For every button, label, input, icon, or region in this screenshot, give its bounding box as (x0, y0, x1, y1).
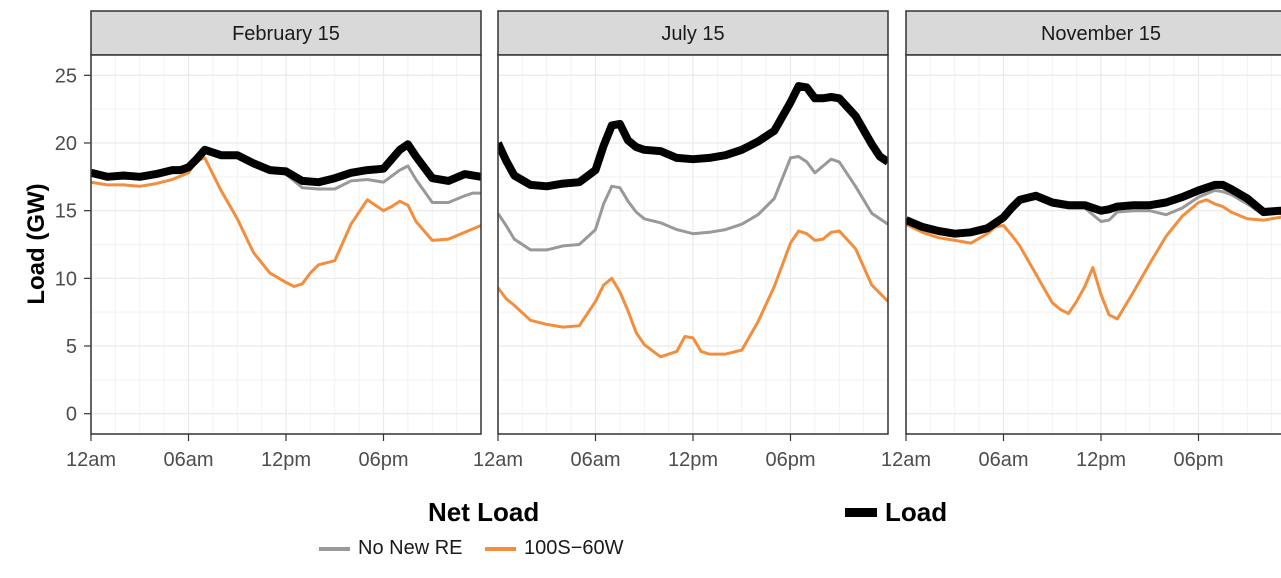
panel-title: February 15 (232, 23, 340, 45)
x-tick-label: 06am (163, 449, 213, 471)
x-tick-label: 06pm (358, 449, 408, 471)
y-axis-title: Load (GW) (23, 183, 50, 304)
series-line-100s-60w (498, 229, 888, 359)
legend-label-100s-60w: 100S−60W (524, 537, 624, 559)
series-line-load (906, 180, 1281, 238)
x-tick-label: 12am (881, 449, 931, 471)
legend-title-net-load: Net Load (428, 497, 540, 527)
x-tick-label: 12am (66, 449, 116, 471)
series-line-load (498, 82, 888, 191)
y-tick-label: 20 (55, 133, 77, 155)
y-tick-label: 25 (55, 65, 77, 87)
legend-key-100s-60w (485, 547, 516, 551)
x-tick-label: 12am (473, 449, 523, 471)
panel-strip (497, 10, 889, 56)
y-tick-label: 0 (66, 404, 77, 426)
legend-label-no-new-re: No New RE (358, 537, 463, 559)
series-line-100s-60w (91, 156, 481, 288)
legend-key-no-new-re (319, 547, 350, 551)
x-tick-label: 06pm (1173, 449, 1223, 471)
y-tick-label: 5 (66, 336, 77, 358)
legend-key-load (845, 508, 877, 517)
x-tick-label: 12pm (261, 449, 311, 471)
panel-title: November 15 (1041, 23, 1161, 45)
panel-title: July 15 (661, 23, 724, 45)
x-tick-label: 12pm (1076, 449, 1126, 471)
x-tick-label: 06am (978, 449, 1028, 471)
legend-label-load: Load (885, 497, 948, 527)
x-tick-label: 12pm (668, 449, 718, 471)
x-tick-label: 06am (570, 449, 620, 471)
y-tick-label: 10 (55, 268, 77, 290)
series-line-load (91, 140, 481, 187)
y-tick-label: 15 (55, 201, 77, 223)
panel-strip (905, 10, 1281, 56)
series-line-no-new-re (498, 155, 888, 252)
x-tick-label: 06pm (765, 449, 815, 471)
